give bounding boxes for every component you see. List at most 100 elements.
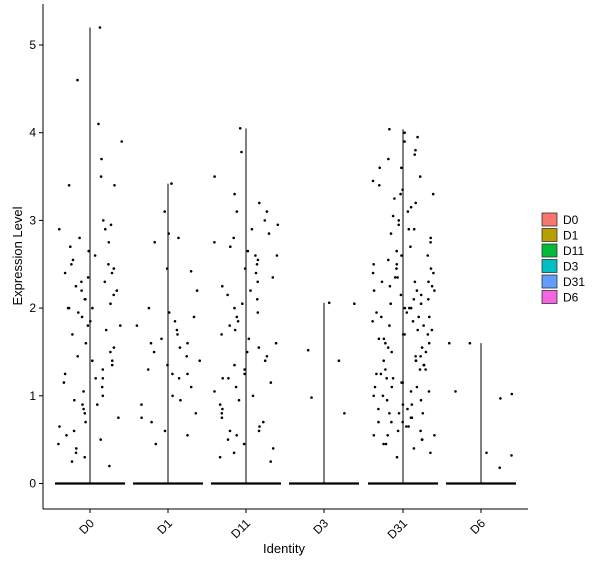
data-point: [256, 311, 260, 314]
data-point: [82, 407, 85, 411]
data-point: [427, 390, 431, 393]
data-point: [405, 311, 409, 314]
data-point: [427, 280, 430, 284]
legend-label: D3: [563, 260, 579, 274]
data-point: [397, 223, 401, 227]
data-point: [419, 398, 423, 402]
data-point: [67, 184, 71, 187]
data-point: [372, 263, 376, 266]
data-point: [84, 298, 87, 301]
data-point: [177, 377, 181, 380]
data-point: [218, 403, 222, 406]
data-point: [101, 394, 105, 398]
data-point: [388, 324, 391, 327]
data-point: [147, 306, 151, 310]
data-point: [430, 328, 434, 332]
data-point: [395, 267, 398, 270]
data-point: [406, 407, 409, 411]
legend-label: D11: [563, 244, 584, 258]
data-point: [306, 348, 310, 352]
data-point: [70, 263, 73, 266]
y-axis-title: Expression Level: [10, 206, 25, 305]
data-point: [271, 276, 275, 279]
data-point: [76, 355, 79, 358]
data-point: [424, 368, 427, 371]
data-point: [73, 398, 76, 402]
data-point: [377, 337, 381, 341]
data-point: [430, 284, 434, 288]
data-point: [385, 398, 389, 402]
data-point: [149, 341, 153, 345]
data-point: [420, 438, 424, 441]
data-point: [86, 276, 90, 279]
data-point: [173, 320, 177, 323]
data-point: [393, 197, 396, 200]
y-tick-label: 2: [29, 301, 36, 315]
data-point: [384, 341, 387, 345]
data-point: [135, 324, 139, 327]
data-point: [401, 188, 404, 191]
legend-swatch: [541, 274, 558, 289]
data-point: [63, 271, 67, 275]
data-point: [396, 276, 399, 279]
data-point: [72, 429, 76, 433]
data-point: [110, 271, 114, 275]
data-point: [372, 434, 376, 437]
data-point: [399, 192, 402, 196]
data-point: [226, 293, 229, 297]
y-tick-label: 4: [29, 126, 36, 140]
data-point: [390, 350, 394, 354]
data-point: [255, 298, 259, 301]
data-point: [226, 438, 230, 441]
data-point: [189, 270, 193, 273]
data-point: [257, 346, 261, 349]
data-point: [258, 201, 261, 205]
data-point: [379, 372, 383, 376]
data-point: [412, 298, 416, 301]
data-point: [228, 324, 231, 327]
data-point: [410, 403, 414, 406]
data-point: [74, 284, 78, 288]
data-point: [63, 372, 67, 376]
data-point: [498, 466, 502, 470]
data-point: [165, 267, 169, 270]
data-point: [109, 302, 112, 306]
data-point: [94, 377, 97, 380]
data-point: [117, 416, 120, 420]
data-point: [468, 341, 472, 345]
legend-swatch: [541, 259, 558, 273]
data-point: [242, 442, 246, 446]
data-point: [258, 425, 261, 428]
legend-item: D1: [541, 228, 579, 243]
data-point: [192, 315, 196, 319]
violin-group: [289, 301, 359, 485]
data-point: [179, 398, 182, 402]
data-point: [400, 254, 403, 257]
data-point: [377, 407, 380, 411]
data-point: [485, 451, 488, 455]
data-point: [327, 301, 331, 305]
data-point: [120, 140, 123, 143]
data-point: [275, 254, 279, 257]
data-point: [418, 368, 422, 371]
data-point: [233, 192, 236, 196]
data-point: [110, 363, 114, 367]
data-point: [150, 420, 153, 424]
legend-item: D31: [541, 274, 585, 289]
data-point: [256, 280, 260, 284]
data-point: [510, 392, 514, 396]
legend-swatch: [541, 290, 558, 304]
data-point: [153, 241, 156, 244]
legend-item: D11: [541, 243, 584, 258]
data-point: [510, 454, 513, 457]
data-point: [84, 341, 88, 345]
data-point: [229, 245, 232, 248]
data-point: [140, 416, 143, 420]
data-point: [262, 420, 265, 424]
x-tick-label: D0: [76, 516, 97, 537]
data-point: [428, 315, 431, 319]
data-point: [99, 175, 103, 178]
data-point: [395, 249, 399, 253]
data-point: [389, 232, 393, 235]
